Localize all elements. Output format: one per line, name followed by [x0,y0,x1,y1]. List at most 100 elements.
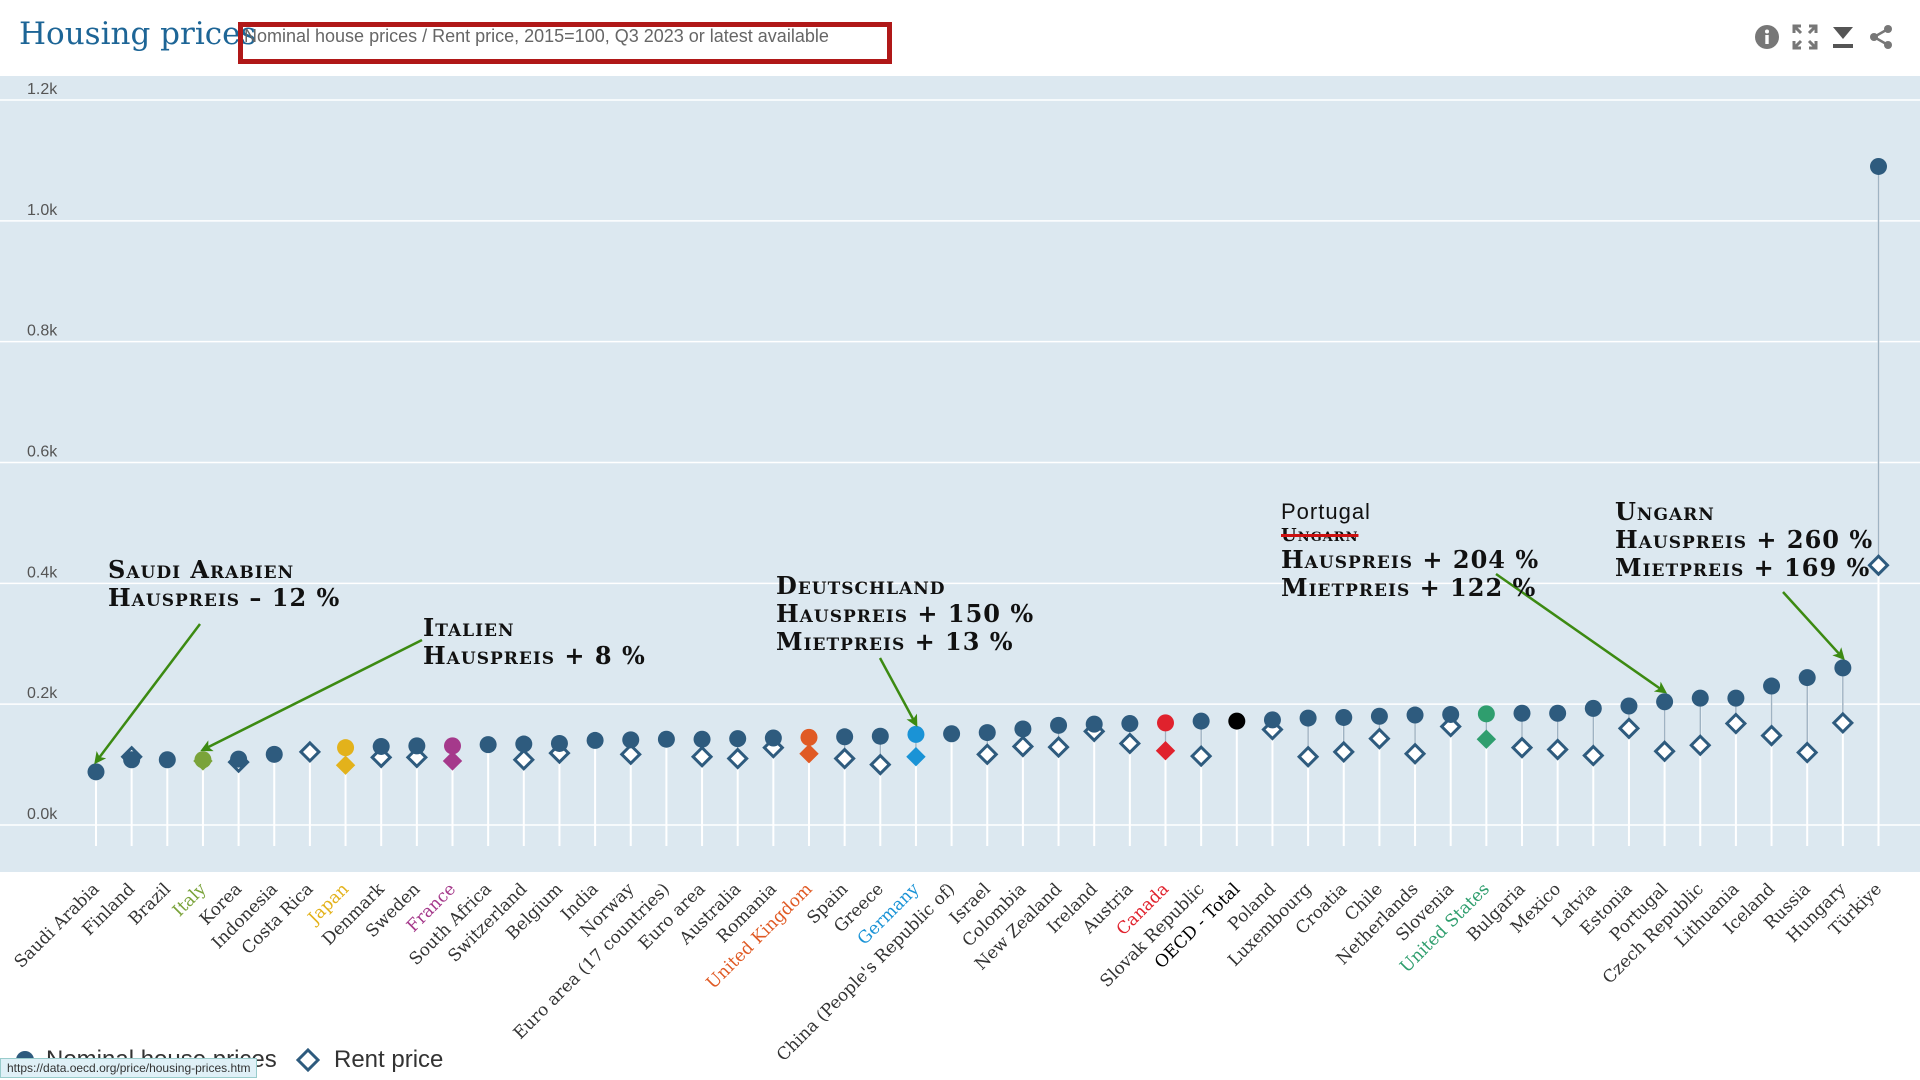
house-marker [1549,704,1567,722]
y-tick-label: 1.2k [27,81,58,98]
rent-marker [548,741,571,765]
house-marker [1263,711,1281,729]
y-tick-label: 0.0k [27,806,58,823]
house-marker [1121,715,1139,732]
rent-marker [869,753,892,776]
chart-subtitle: Nominal house prices / Rent price, 2015=… [244,26,829,46]
y-tick-label: 0.8k [27,323,58,340]
house-marker [337,739,355,757]
arrow-italy [200,638,423,752]
rent-marker [1582,744,1605,767]
house-marker [87,763,105,781]
house-marker [871,727,889,745]
house-marker [1370,707,1388,725]
house-marker [1192,712,1210,730]
arrow-hungary [1782,591,1845,661]
info-icon[interactable] [1752,22,1782,52]
rent-marker [1867,554,1890,577]
house-marker [943,725,961,743]
y-tick-label: 0.2k [27,685,58,702]
house-marker [1798,669,1816,687]
legend-label-rent: Rent price [334,1046,444,1073]
annotation-line: Ungarn [1615,497,1715,526]
annotation-line: Hauspreis + 204 % [1281,545,1540,574]
rent-marker [1617,717,1641,740]
rent-marker [1190,745,1213,768]
house-marker [123,751,141,769]
house-marker [1050,716,1068,734]
y-tick-label: 1.0k [27,202,58,219]
download-icon[interactable] [1828,22,1858,52]
house-marker [515,735,533,753]
house-marker [586,731,604,749]
rent-marker [1439,715,1462,738]
house-marker [408,737,426,755]
house-marker [372,737,390,755]
rent-marker [1510,736,1534,759]
annotation-struck-line: Ungarn [1281,525,1359,546]
rent-marker [1724,712,1748,735]
rent-marker [726,747,749,770]
house-marker [265,745,283,763]
house-marker [479,736,497,754]
house-marker [550,734,568,752]
subtitle-highlight-box [238,22,892,64]
rent-marker [512,748,535,771]
annotation-line: Italien [423,613,515,642]
legend-item-rent[interactable]: Rent price [296,1046,443,1074]
expand-icon[interactable] [1790,22,1820,52]
annotation-line: Saudi Arabien [108,555,295,584]
rent-marker [1118,732,1141,755]
annotation-line: Mietpreis + 122 % [1281,573,1537,602]
house-marker [764,729,782,747]
rent-marker [1047,735,1070,759]
y-tick-label: 0.6k [27,444,58,461]
annotation-line: Deutschland [776,571,946,600]
annotation-line: Hauspreis + 150 % [776,599,1035,628]
share-icon[interactable] [1866,22,1896,52]
rent-marker [1296,745,1320,768]
house-marker [693,730,711,748]
house-marker [158,751,176,769]
house-marker [1727,689,1745,707]
rent-marker [1403,742,1427,765]
house-marker [1656,693,1674,711]
house-marker [800,728,818,746]
rent-marker [298,740,322,764]
house-marker [194,751,212,769]
rent-marker [976,743,999,766]
house-marker [836,728,854,746]
rent-marker [1689,734,1712,757]
annotation-line: Hauspreis – 12 % [108,583,341,612]
rent-marker [1653,740,1676,763]
rent-marker [619,743,642,766]
annotation-hungary: Ungarn Hauspreis + 260 % Mietpreis + 169… [1615,498,1873,582]
rent-marker [1476,729,1497,749]
annotation-line: Portugal [1281,499,1371,524]
house-marker [1228,712,1246,730]
house-marker [1406,706,1424,724]
house-marker [1870,157,1887,175]
rent-marker [1796,741,1819,764]
chart-header: Housing prices Nominal house prices / Re… [0,0,1920,76]
arrow-saudi [94,623,201,765]
house-marker [978,724,996,742]
legend-diamond-icon [296,1048,320,1072]
annotation-line: Mietpreis + 13 % [776,627,1014,656]
annotation-italy: Italien Hauspreis + 8 % [423,614,646,670]
house-marker [1014,720,1032,738]
rent-marker [833,747,856,770]
rent-marker [370,746,393,769]
rent-marker [1760,724,1783,747]
house-marker [1513,704,1531,722]
plot-area [0,76,1920,872]
house-marker [1834,659,1852,677]
rent-marker [799,744,819,764]
annotation-line: Hauspreis + 260 % [1615,525,1874,554]
rent-marker [1368,727,1391,750]
rent-marker [1831,711,1854,735]
house-marker [1085,715,1103,733]
y-tick-label: 0.4k [27,564,58,581]
house-marker [729,730,747,748]
annotation-line: Mietpreis + 169 % [1615,553,1871,582]
